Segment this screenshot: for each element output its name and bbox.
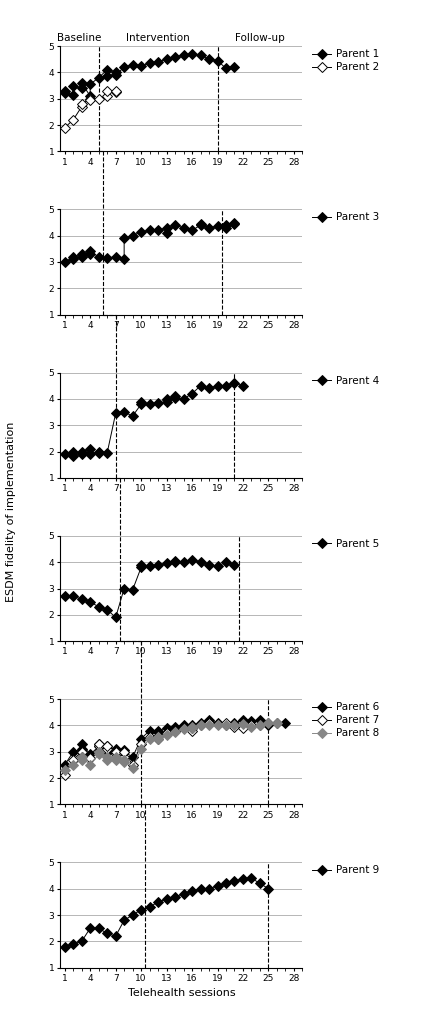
Text: Follow-up: Follow-up	[235, 33, 285, 43]
Legend: Parent 5: Parent 5	[312, 539, 380, 549]
Text: ESDM fidelity of implementation: ESDM fidelity of implementation	[6, 422, 16, 602]
Legend: Parent 9: Parent 9	[312, 865, 380, 876]
Legend: Parent 3: Parent 3	[312, 212, 380, 222]
X-axis label: Telehealth sessions: Telehealth sessions	[127, 988, 235, 998]
Legend: Parent 6, Parent 7, Parent 8: Parent 6, Parent 7, Parent 8	[312, 702, 380, 738]
Legend: Parent 4: Parent 4	[312, 376, 380, 386]
Text: Baseline: Baseline	[57, 33, 102, 43]
Text: Intervention: Intervention	[126, 33, 190, 43]
Legend: Parent 1, Parent 2: Parent 1, Parent 2	[312, 49, 380, 73]
